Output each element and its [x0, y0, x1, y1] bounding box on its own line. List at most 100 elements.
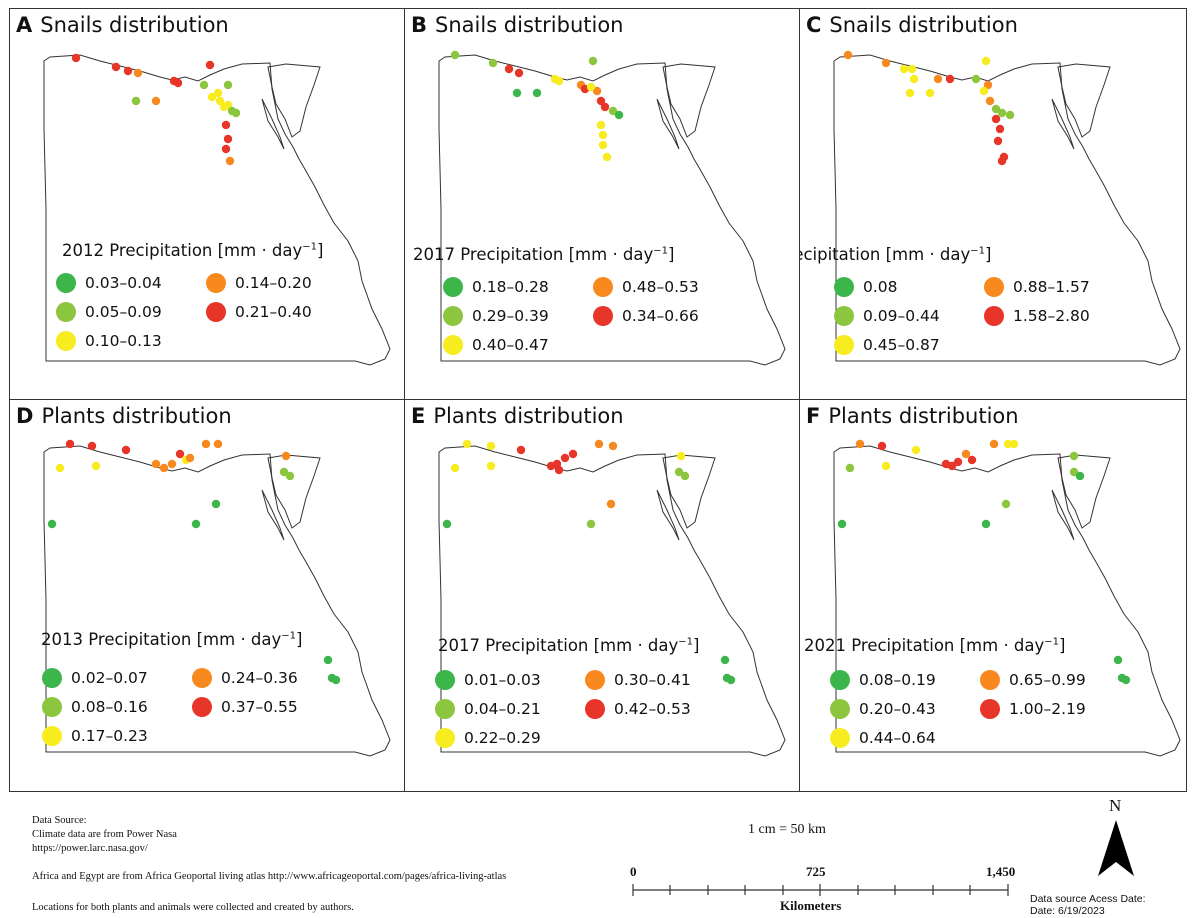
occurrence-point	[532, 88, 542, 98]
occurrence-point	[596, 96, 606, 106]
panel-letter: B	[411, 13, 428, 37]
scale-unit: Kilometers	[780, 898, 842, 913]
occurrence-point	[121, 445, 131, 455]
occurrence-point	[1001, 499, 1011, 509]
panel-letter: D	[16, 404, 34, 428]
occurrence-point	[961, 449, 971, 459]
legend-label: 0.48–0.53	[622, 278, 699, 296]
occurrence-point	[191, 519, 201, 529]
legend-label: 0.21–0.40	[235, 303, 312, 321]
legend-swatch-icon	[830, 670, 850, 690]
panel-title-text: Snails distribution	[40, 13, 229, 37]
occurrence-point	[843, 50, 853, 60]
occurrence-point	[680, 471, 690, 481]
occurrence-point	[65, 439, 75, 449]
legend-label: 0.02–0.07	[71, 669, 148, 687]
occurrence-point	[221, 120, 231, 130]
occurrence-point	[221, 144, 231, 154]
gulf-outline	[1051, 98, 1075, 150]
sinai-outline	[267, 454, 321, 529]
panel-letter: F	[806, 404, 821, 428]
legend-title: 2012 Precipitation [mm · day−1]	[62, 241, 323, 260]
panel-letter: E	[411, 404, 426, 428]
legend-title-exponent: −1	[281, 630, 297, 642]
legend-item: 0.24–0.36	[192, 668, 298, 688]
legend-item: 0.08–0.16	[42, 697, 148, 717]
occurrence-point	[279, 467, 289, 477]
legend-label: 0.37–0.55	[221, 698, 298, 716]
legend-label: 0.08	[863, 278, 898, 296]
occurrence-point	[546, 461, 556, 471]
occurrence-point	[991, 114, 1001, 124]
occurrence-point	[991, 104, 1001, 114]
legend-title-close: ]	[317, 241, 324, 260]
legend-swatch-icon	[435, 670, 455, 690]
occurrence-point	[215, 96, 225, 106]
occurrence-point	[486, 441, 496, 451]
occurrence-point	[560, 453, 570, 463]
legend-label: 1.00–2.19	[1009, 700, 1086, 718]
occurrence-point	[945, 74, 955, 84]
occurrence-point	[131, 96, 141, 106]
legend-label: 0.22–0.29	[464, 729, 541, 747]
occurrence-point	[1113, 655, 1123, 665]
occurrence-point	[71, 53, 81, 63]
map-panel-a: A Snails distribution 2012 Precipitation […	[9, 8, 405, 400]
gulf-outline	[656, 489, 680, 541]
panel-title: D Plants distribution	[16, 404, 232, 428]
legend-swatch-icon	[585, 670, 605, 690]
occurrence-point	[995, 124, 1005, 134]
occurrence-point	[997, 156, 1007, 166]
occurrence-point	[175, 449, 185, 459]
occurrence-point	[159, 463, 169, 473]
egypt-map	[43, 439, 391, 757]
occurrence-point	[614, 110, 624, 120]
occurrence-point	[1069, 451, 1079, 461]
panel-letter: C	[806, 13, 822, 37]
legend-swatch-icon	[830, 699, 850, 719]
legend-item: 0.18–0.28	[443, 277, 549, 297]
legend-swatch-icon	[585, 699, 605, 719]
egypt-outline	[43, 54, 391, 366]
panel-title-text: Snails distribution	[829, 13, 1018, 37]
occurrence-point	[674, 467, 684, 477]
occurrence-point	[201, 439, 211, 449]
panel-title: E Plants distribution	[411, 404, 624, 428]
occurrence-point	[598, 130, 608, 140]
occurrence-point	[608, 441, 618, 451]
occurrence-point	[223, 134, 233, 144]
legend-title-text: 2017 Precipitation [mm · day	[413, 245, 654, 264]
legend-item: 0.21–0.40	[206, 302, 312, 322]
legend-item: 0.03–0.04	[56, 273, 162, 293]
panel-title-text: Plants distribution	[433, 404, 624, 428]
legend-swatch-icon	[206, 302, 226, 322]
legend-item: 0.40–0.47	[443, 335, 549, 355]
legend-swatch-icon	[443, 306, 463, 326]
occurrence-point	[899, 64, 909, 74]
legend-title-exponent: −1	[653, 245, 669, 257]
legend-item: 0.02–0.07	[42, 668, 148, 688]
legend-title-exponent: −1	[970, 245, 986, 257]
occurrence-point	[881, 58, 891, 68]
legend-label: 0.10–0.13	[85, 332, 162, 350]
legend-label: 0.04–0.21	[464, 700, 541, 718]
legend-item: 0.05–0.09	[56, 302, 162, 322]
occurrence-point	[909, 74, 919, 84]
occurrence-point	[941, 459, 951, 469]
occurrence-point	[55, 463, 65, 473]
legend-swatch-icon	[443, 277, 463, 297]
legend-swatch-icon	[435, 728, 455, 748]
occurrence-point	[602, 152, 612, 162]
occurrence-point	[87, 441, 97, 451]
occurrence-point	[442, 519, 452, 529]
occurrence-point	[598, 140, 608, 150]
legend-swatch-icon	[192, 668, 212, 688]
legend-label: 0.40–0.47	[472, 336, 549, 354]
legend-swatch-icon	[42, 668, 62, 688]
gulf-outline	[261, 98, 285, 150]
occurrence-point	[720, 655, 730, 665]
occurrence-point	[91, 461, 101, 471]
sinai-outline	[1057, 63, 1111, 138]
map-panel-d: D Plants distribution 2013 Precipitation […	[9, 399, 405, 792]
legend-item: 0.48–0.53	[593, 277, 699, 297]
